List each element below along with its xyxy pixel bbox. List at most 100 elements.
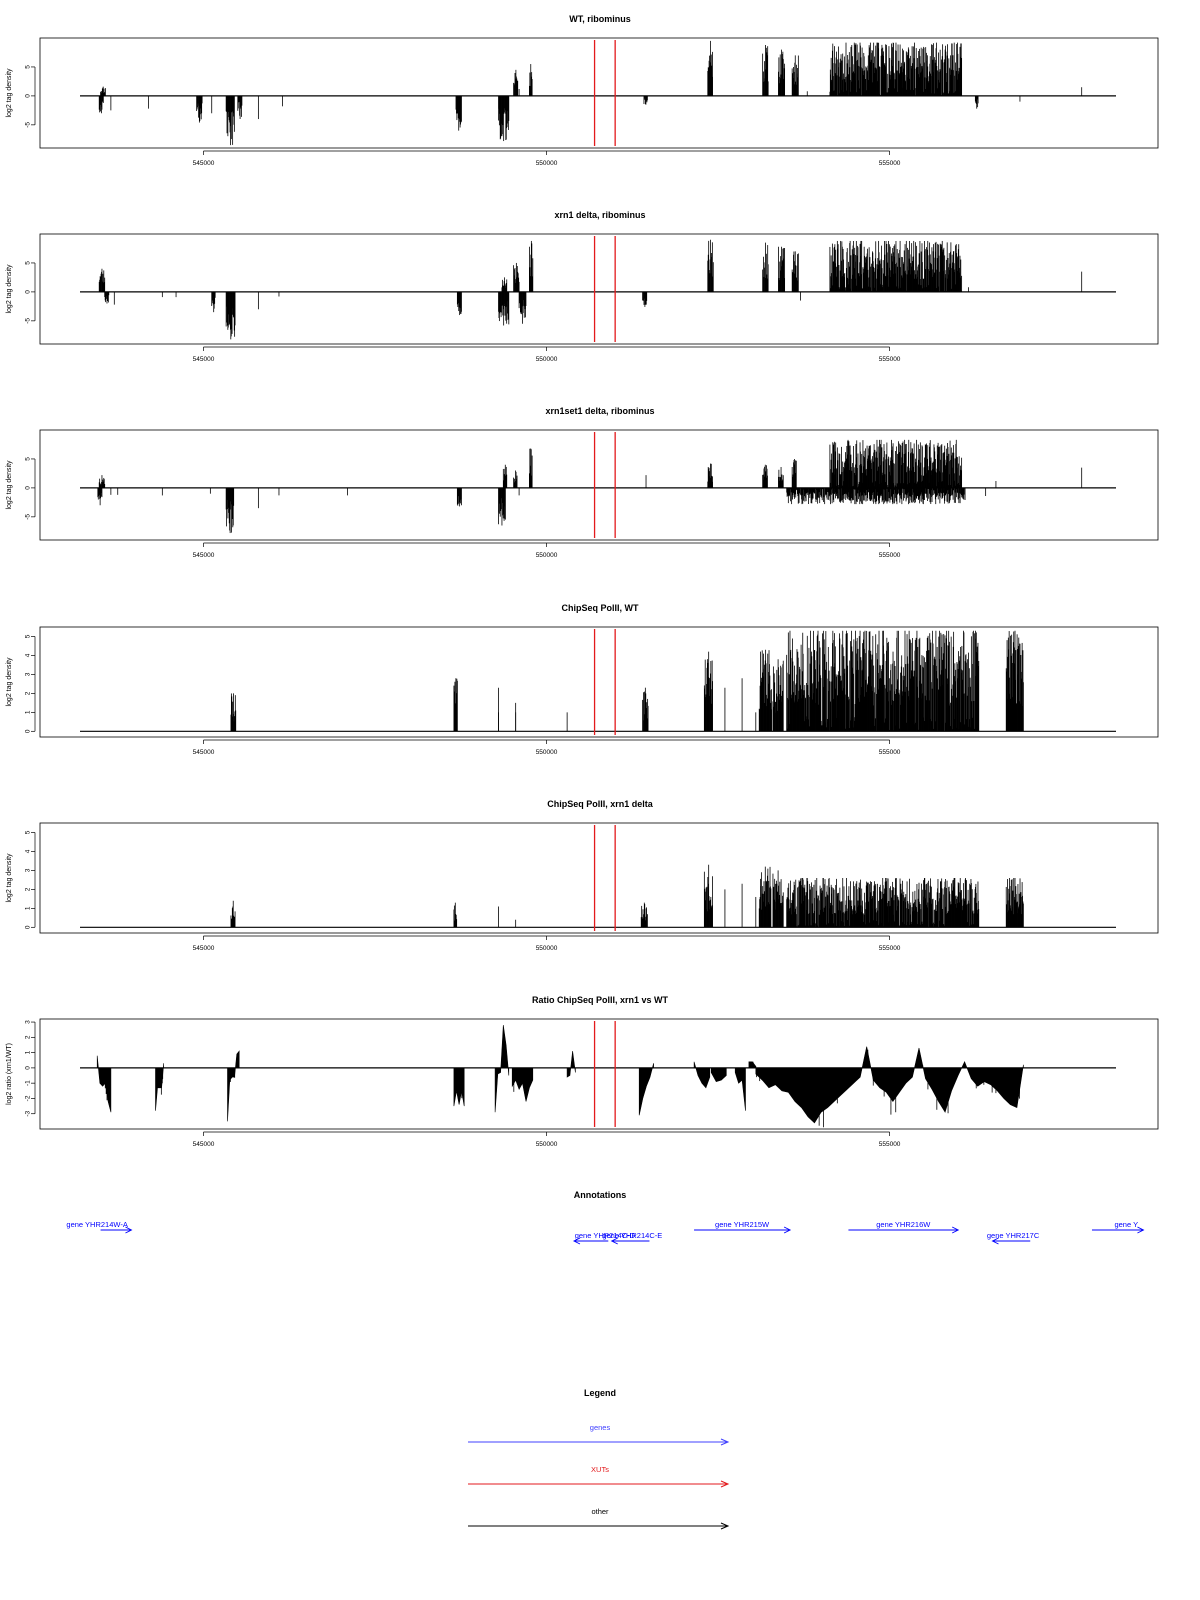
y-tick-label: 3: [25, 672, 32, 676]
y-axis: -5 0 5: [25, 457, 36, 520]
ratio-area: [638, 1063, 654, 1116]
ratio-area: [453, 1067, 465, 1107]
track-panel: Ratio ChipSeq PolII, xrn1 vs WT -3 -2 -1 0 1 2…: [6, 995, 1159, 1148]
ratio-area: [96, 1055, 112, 1113]
y-tick-label: 0: [25, 486, 32, 490]
data-series: [97, 439, 1083, 534]
y-tick-label: -5: [25, 122, 32, 128]
y-axis: 0 1 2 3 4 5: [25, 634, 36, 733]
ratio-area: [227, 1050, 240, 1122]
x-axis: 545000 550000 555000: [193, 542, 901, 559]
gene-annotation: gene Y: [1091, 1220, 1145, 1234]
ratio-area: [494, 1025, 510, 1113]
x-axis: 545000 550000 555000: [193, 739, 901, 756]
y-tick-label: 1: [25, 1050, 32, 1054]
x-tick-label: 550000: [536, 749, 558, 756]
panel-title: ChipSeq PolII, WT: [562, 603, 639, 613]
x-tick-label: 555000: [879, 552, 901, 559]
y-tick-label: 5: [25, 634, 32, 638]
y-tick-label: -5: [25, 514, 32, 520]
track-panel: xrn1 delta, ribominus -5 0 5 log2 tag densit…: [6, 210, 1159, 363]
y-tick-label: 0: [25, 729, 32, 733]
y-tick-label: 1: [25, 710, 32, 714]
x-tick-label: 555000: [879, 749, 901, 756]
y-tick-label: -3: [25, 1110, 32, 1116]
data-series: [98, 239, 1083, 340]
plot-frame: [39, 429, 1159, 541]
x-tick-label: 545000: [193, 749, 215, 756]
plot-frame: [39, 233, 1159, 345]
y-tick-label: -2: [25, 1095, 32, 1101]
y-tick-label: -1: [25, 1080, 32, 1086]
gene-arrow-head: [125, 1226, 133, 1234]
y-tick-label: 2: [25, 887, 32, 891]
legend-label: genes: [590, 1423, 611, 1432]
plot-frame: [39, 1018, 1159, 1130]
y-tick-label: 2: [25, 1035, 32, 1039]
gene-arrow-head: [572, 1237, 581, 1245]
y-tick-label: 0: [25, 925, 32, 929]
x-tick-label: 555000: [879, 945, 901, 952]
gene-arrow-head: [610, 1237, 618, 1245]
y-tick-label: 5: [25, 457, 32, 461]
x-tick-label: 555000: [879, 1141, 901, 1148]
panel-title: ChipSeq PolII, xrn1 delta: [547, 799, 654, 809]
x-tick-label: 550000: [536, 945, 558, 952]
data-series: [96, 1025, 1024, 1128]
y-tick-label: 0: [25, 1066, 32, 1070]
y-tick-label: 5: [25, 830, 32, 834]
panel-title: WT, ribominus: [569, 14, 631, 24]
ratio-area: [566, 1051, 576, 1078]
gene-label: gene Y: [1114, 1220, 1138, 1229]
gene-label: gene YHR214C-D: [575, 1231, 636, 1240]
gene-label: gene YHR217C: [987, 1231, 1040, 1240]
legend-arrow-head: [720, 1480, 730, 1488]
plot-frame: [39, 626, 1159, 738]
x-tick-label: 545000: [193, 552, 215, 559]
y-axis-label: log2 tag density: [6, 853, 13, 903]
y-tick-label: -5: [25, 318, 32, 324]
gene-label: gene YHR215W: [715, 1220, 770, 1229]
ratio-area: [755, 1046, 1024, 1124]
x-tick-label: 550000: [536, 160, 558, 167]
y-axis: -5 0 5: [25, 261, 36, 324]
gene-arrow-head: [991, 1237, 999, 1245]
ratio-area: [734, 1067, 746, 1111]
panel-title: xrn1set1 delta, ribominus: [545, 406, 654, 416]
y-tick-label: 1: [25, 906, 32, 910]
x-axis: 545000 550000 555000: [193, 1131, 901, 1148]
gene-annotation: gene YHR215W: [694, 1220, 792, 1234]
y-tick-label: 0: [25, 290, 32, 294]
x-axis: 545000 550000 555000: [193, 935, 901, 952]
track-panel: xrn1set1 delta, ribominus -5 0 5 log2 tag de…: [6, 406, 1159, 559]
x-tick-label: 550000: [536, 1141, 558, 1148]
data-series: [230, 630, 1024, 732]
gene-annotation: gene YHR216W: [848, 1220, 960, 1234]
x-tick-label: 545000: [193, 356, 215, 363]
gene-label: gene YHR214C-E: [602, 1231, 662, 1240]
panel-title: Ratio ChipSeq PolII, xrn1 vs WT: [532, 995, 669, 1005]
x-tick-label: 550000: [536, 356, 558, 363]
legend-label: other: [591, 1507, 609, 1516]
legend-title: Legend: [584, 1388, 616, 1398]
gene-arrow-head: [783, 1226, 792, 1234]
gene-annotation: gene YHR214C-E: [602, 1231, 662, 1245]
track-panel: ChipSeq PolII, WT 0 1 2 3 4 5 log2 tag density 5…: [6, 603, 1159, 756]
legend-arrow-head: [720, 1522, 730, 1530]
x-tick-label: 550000: [536, 552, 558, 559]
legend-panel: Legend genes XUTs other: [468, 1388, 730, 1530]
gene-label: gene YHR216W: [876, 1220, 931, 1229]
ratio-area: [710, 1067, 727, 1082]
x-tick-label: 545000: [193, 1141, 215, 1148]
x-tick-label: 545000: [193, 945, 215, 952]
y-tick-label: 5: [25, 65, 32, 69]
gene-annotation: gene YHR214C-D: [572, 1231, 636, 1245]
gene-arrow-head: [951, 1226, 960, 1234]
legend-item: genes: [468, 1423, 730, 1446]
y-tick-label: 3: [25, 868, 32, 872]
y-axis-label: log2 tag density: [6, 657, 13, 707]
y-tick-label: 2: [25, 691, 32, 695]
track-panel: ChipSeq PolII, xrn1 delta 0 1 2 3 4 5 log2 tag …: [6, 799, 1159, 952]
